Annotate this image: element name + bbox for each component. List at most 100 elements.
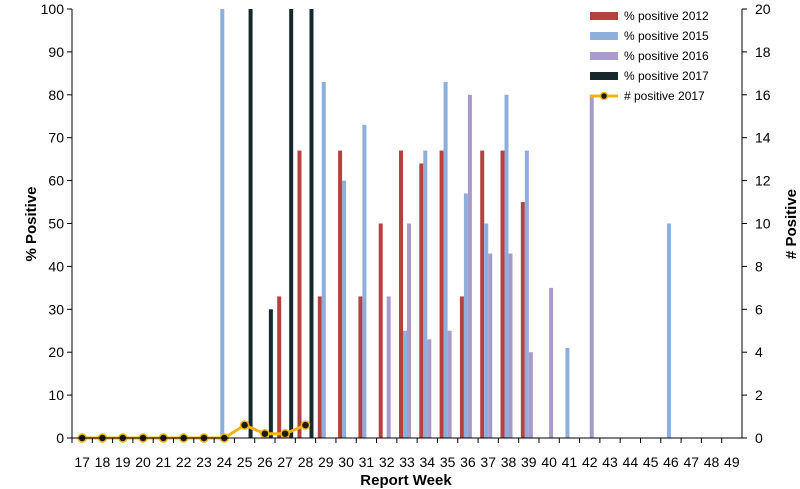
bar [338,150,343,438]
legend-label: % positive 2017 [624,69,709,83]
line-point [239,420,250,430]
bar [666,223,671,438]
x-tick-label: 33 [399,454,415,470]
bar [403,330,407,438]
x-tick-label: 27 [277,454,293,470]
bar [508,253,513,438]
bar [484,223,489,438]
x-tick-label: 24 [216,454,232,470]
y2-tick-label: 20 [755,1,771,17]
bar [407,223,411,438]
bar [309,9,314,438]
y-tick-label: 100 [41,1,65,17]
x-tick-label: 48 [704,454,720,470]
x-tick-label: 36 [460,454,476,470]
y-tick-label: 80 [48,87,64,103]
x-tick-label: 18 [95,454,111,470]
legend: % positive 2012 % positive 2015 % positive… [590,9,709,103]
y-tick-label: 60 [48,173,64,189]
x-tick-label: 43 [602,454,618,470]
x-tick-label: 31 [359,454,375,470]
y-tick-label: 0 [56,430,64,446]
bar [459,296,464,438]
x-tick-label: 39 [521,454,537,470]
x-tick-label: 38 [501,454,517,470]
x-axis-title: Report Week [360,472,452,489]
y2-tick-label: 18 [755,44,771,60]
x-tick-label: 49 [724,454,740,470]
bar [358,296,363,438]
legend-label: # positive 2017 [624,89,705,103]
y2-axis-title: # Positive [783,189,800,259]
line-point [260,428,270,439]
bar [589,94,594,439]
x-tick-label: 21 [156,454,172,470]
x-tick-label: 47 [683,454,699,470]
bar [220,9,225,438]
bar [467,94,472,439]
y-tick-label: 70 [48,130,64,146]
bar [447,330,452,438]
bar [289,9,294,438]
bar [488,253,493,438]
bar [427,339,432,438]
y2-tick-label: 0 [755,430,763,446]
x-tick-label: 46 [663,454,679,470]
x-tick-label: 19 [115,454,131,470]
legend-label: % positive 2015 [624,29,709,43]
bar [362,124,367,438]
x-tick-label: 29 [318,454,334,470]
bar [399,150,403,438]
bar [378,223,383,438]
x-tick-label: 22 [176,454,192,470]
bar [321,81,326,439]
y-tick-label: 30 [48,301,64,317]
x-tick-label: 45 [643,454,659,470]
bar [565,347,570,438]
x-tick-label: 20 [135,454,151,470]
bar [480,150,485,438]
legend-item: % positive 2015 [590,29,709,43]
x-tick-label: 25 [237,454,253,470]
y-tick-label: 40 [48,258,64,274]
x-tick-label: 42 [582,454,598,470]
x-tick-label: 32 [379,454,395,470]
legend-item: # positive 2017 [590,89,705,103]
legend-item: % positive 2016 [590,49,709,63]
x-tick-label: 23 [196,454,212,470]
legend-swatch [590,12,618,20]
y2-tick-label: 14 [755,130,771,146]
y-tick-label: 10 [48,387,64,403]
y2-tick-label: 8 [755,258,763,274]
legend-item: % positive 2017 [590,69,709,83]
legend-swatch [590,32,618,40]
bar [443,81,448,439]
bar [297,150,302,438]
x-tick-label: 28 [298,454,314,470]
x-tick-label: 40 [541,454,557,470]
y2-tick-label: 16 [755,87,771,103]
y-axis-title: % Positive [23,186,40,261]
line-point [280,428,290,439]
bar [528,352,533,438]
bar [463,193,468,438]
y2-tick-label: 10 [755,216,771,232]
x-tick-label: 26 [257,454,273,470]
bars-layer [220,9,671,439]
bar [342,180,347,438]
bar [268,309,273,438]
bar [386,296,391,438]
legend-marker-swatch [599,91,609,101]
legend-swatch [590,52,618,60]
y-tick-label: 20 [48,344,64,360]
bar [520,202,525,438]
bar [439,150,444,438]
bar [419,163,424,438]
bar [423,150,428,438]
x-tick-label: 35 [440,454,456,470]
x-tick-label: 34 [420,454,436,470]
bar [248,9,253,438]
x-tick-label: 17 [74,454,90,470]
y2-tick-label: 12 [755,173,771,189]
